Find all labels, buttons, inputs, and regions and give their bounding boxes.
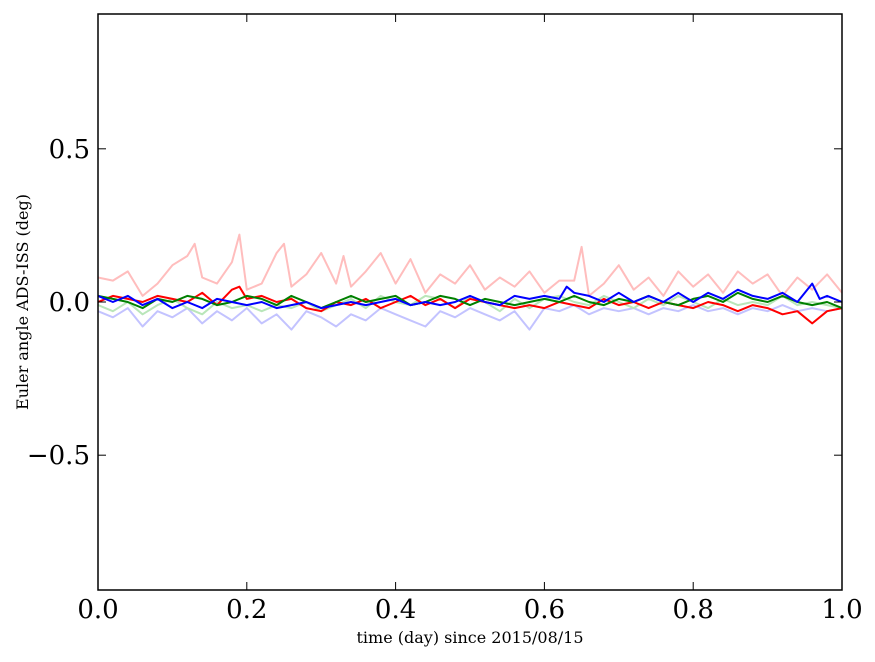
x-tick-label: 0.2 xyxy=(226,595,267,625)
series-line-1 xyxy=(97,233,843,297)
series-line-6 xyxy=(97,282,843,310)
x-tick-label: 0.0 xyxy=(77,595,118,625)
series-line-2 xyxy=(97,304,843,331)
x-tick-label: 1.0 xyxy=(821,595,862,625)
y-tick-label: 0.5 xyxy=(49,135,90,165)
series-layer xyxy=(97,233,843,331)
y-tick-label: −0.5 xyxy=(27,441,90,471)
y-tick-label: 0.0 xyxy=(49,288,90,318)
series-line-5 xyxy=(97,291,843,310)
x-tick-label: 0.6 xyxy=(524,595,565,625)
x-axis-label: time (day) since 2015/08/15 xyxy=(356,628,583,647)
x-tick-label: 0.8 xyxy=(673,595,714,625)
ticks-layer: 0.0 0.2 0.4 0.6 0.8 1.0 −0.5 0.0 0.5 xyxy=(27,14,863,625)
x-tick-label: 0.4 xyxy=(375,595,416,625)
series-line-4 xyxy=(97,285,843,325)
y-axis-label: Euler angle ADS-ISS (deg) xyxy=(13,194,32,410)
